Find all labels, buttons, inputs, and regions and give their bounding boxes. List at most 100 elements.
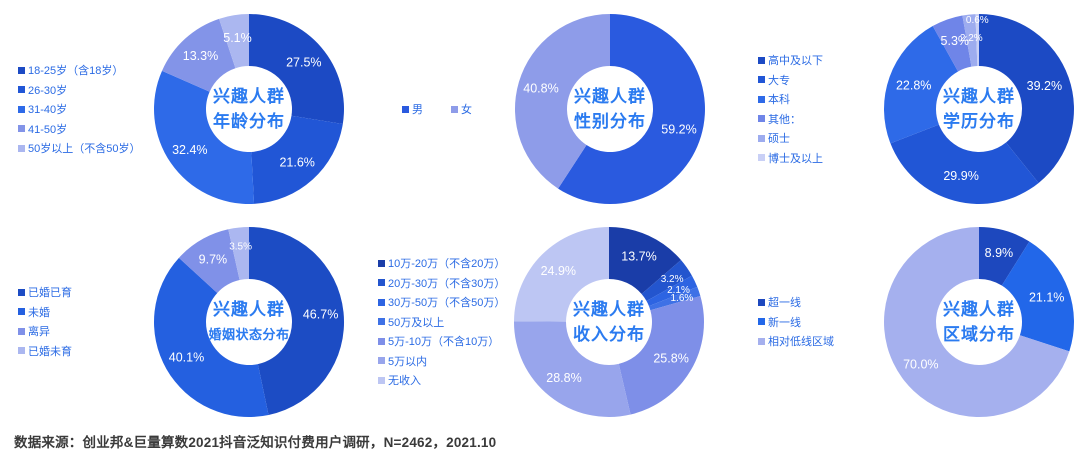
pie-slice-age-3 [162, 18, 236, 92]
gender-donut-chart: 59.2% 40.8% [514, 14, 705, 204]
legend-swatch [758, 56, 765, 64]
legend-age: 18-25岁（含18岁） 26-30岁 31-40岁 41-50岁 50岁以上（不含50… [0, 59, 140, 160]
legend-item-education-5: 博士及以上 [758, 150, 878, 166]
legend-item-age-2: 31-40岁 [18, 101, 138, 117]
legend-label: 新一线 [768, 316, 801, 329]
pie-slice-education-1 [890, 124, 1039, 204]
legend-item-marital-2: 离异 [18, 323, 138, 339]
legend-item-gender-0: 男 [402, 101, 423, 117]
data-source-note: 数据来源：创业邦&巨量算数2021抖音泛知识付费用户调研，N=2462，2021… [14, 435, 497, 450]
legend-region: 超一线新一线相对低线区域 [720, 291, 878, 353]
legend-label: 5万以内 [388, 355, 428, 368]
legend-label: 超一线 [768, 297, 801, 309]
pie-slice-education-3 [932, 15, 972, 72]
age-donut-chart: 27.5% 21.6% 32.4% 13.3% 5.1% [154, 14, 344, 204]
education-donut-chart: 39.2% 29.9% 22.8% 5.3%2.2% 0.6% [883, 14, 1074, 204]
slice-value-label: 40.8% [523, 82, 558, 96]
pie-slice-gender-0 [558, 14, 705, 204]
legend-swatch [378, 279, 385, 286]
legend-swatch [378, 357, 385, 364]
donut-marital: 46.7% 40.1% 9.7% 3.5% 兴趣人群 婚姻状态分布 [151, 224, 347, 420]
legend-label: 高中及以下 [768, 55, 823, 68]
legend-education: 高中及以下大专本科其他： 硕士博士及以上 [720, 49, 878, 170]
legend-label: 大专 [768, 74, 790, 87]
slice-value-label: 3.5% [229, 241, 252, 252]
slice-value-label: 21.6% [279, 156, 314, 170]
pie-slice-education-5 [975, 14, 979, 67]
legend-swatch [18, 308, 25, 316]
slice-value-label: 13.3% [183, 49, 218, 63]
slice-value-label: 22.8% [896, 79, 931, 93]
charts-grid: 18-25岁（含18岁） 26-30岁 31-40岁 41-50岁 50岁以上（不含50… [0, 0, 1080, 420]
pie-slice-income-2 [646, 275, 698, 306]
legend-swatch [758, 76, 765, 84]
slice-value-label: 9.7% [199, 252, 228, 266]
legend-swatch [758, 154, 765, 162]
pie-slice-region-2 [884, 226, 1070, 417]
legend-item-marital-0: 已婚已育 [18, 284, 138, 300]
legend-label: 26-30岁 [28, 84, 68, 97]
pie-slice-income-4 [618, 295, 705, 415]
legend-item-marital-1: 未婚 [18, 304, 138, 320]
legend-label: 其他： [768, 113, 801, 126]
slice-value-label: 25.8% [653, 351, 688, 365]
legend-item-income-1: 20万-30万（不含30万） [378, 275, 505, 291]
slice-value-label: 0.6% [966, 15, 989, 26]
legend-label: 10万-20万（不含20万） [388, 258, 506, 270]
legend-swatch [402, 105, 409, 113]
legend-item-education-0: 高中及以下 [758, 52, 878, 68]
legend-label: 已婚未育 [28, 345, 72, 358]
legend-swatch [758, 337, 765, 345]
pie-slice-gender-1 [514, 14, 610, 189]
slice-value-label: 32.4% [172, 143, 207, 157]
legend-item-age-0: 18-25岁（含18岁） [18, 62, 138, 78]
legend-item-education-4: 硕士 [758, 130, 878, 146]
donut-wrap-income: 13.7% 3.2% 2.1% 1.6% 25.8% 28.8% 24.9% 兴趣人群 收入… [498, 224, 720, 420]
donut-wrap-age: 27.5% 21.6% 32.4% 13.3% 5.1% 兴趣人群 年龄分布 [138, 11, 360, 207]
donut-wrap-gender: 59.2% 40.8% 兴趣人群 性别分布 [500, 11, 720, 207]
legend-gender: 男女 [360, 98, 500, 121]
pie-slice-income-5 [513, 320, 631, 417]
legend-item-education-2: 本科 [758, 91, 878, 107]
slice-value-label: 8.9% [985, 245, 1014, 259]
slice-value-label: 5.1% [223, 31, 252, 45]
legend-item-income-6: 无收入 [378, 372, 498, 388]
legend-swatch [18, 125, 25, 132]
legend-item-region-2: 相对低线区域 [758, 333, 878, 349]
legend-income: 10万-20万（不含20万） 20万-30万（不含30万） 30万-50万（不含50… [360, 252, 505, 392]
legend-label: 离异 [28, 326, 50, 339]
legend-item-income-0: 10万-20万（不含20万） [378, 255, 505, 271]
legend-item-region-1: 新一线 [758, 314, 878, 330]
legend-label: 20万-30万（不含30万） [388, 277, 506, 290]
donut-education: 39.2% 29.9% 22.8% 5.3% 2.2% 0.6% 兴趣人群 学历分布 [881, 11, 1077, 207]
legend-label: 未婚 [28, 306, 50, 319]
legend-item-income-3: 50万及以上 [378, 314, 498, 330]
legend-label: 50万及以上 [388, 316, 445, 329]
pie-slice-marital-1 [153, 257, 269, 417]
legend-label: 硕士 [768, 133, 790, 146]
legend-swatch [378, 259, 385, 267]
region-donut-chart: 8.9% 21.1% 70.0% [884, 226, 1075, 417]
legend-swatch [451, 105, 458, 113]
legend-swatch [18, 105, 25, 113]
legend-swatch [18, 347, 25, 355]
donut-gender: 59.2% 40.8% 兴趣人群 性别分布 [512, 11, 708, 207]
slice-value-label: 27.5% [286, 55, 321, 69]
slice-value-label: 70.0% [903, 357, 938, 371]
legend-item-income-2: 30万-50万（不含50万） [378, 294, 505, 310]
legend-item-income-4: 5万-10万（不含10万） [378, 333, 499, 349]
pie-slice-income-0 [609, 226, 681, 294]
legend-swatch [18, 66, 25, 74]
legend-label: 31-40岁 [28, 104, 68, 116]
legend-item-age-4: 50岁以上（不含50岁） [18, 140, 140, 156]
slice-value-label: 28.8% [546, 371, 581, 385]
slice-value-label: 46.7% [303, 307, 338, 321]
donut-region: 8.9% 21.1% 70.0% 兴趣人群 区域分布 [881, 224, 1077, 420]
legend-swatch [378, 376, 385, 384]
legend-swatch [18, 144, 25, 152]
legend-item-age-1: 26-30岁 [18, 82, 138, 98]
pie-slice-education-0 [979, 14, 1074, 183]
pie-slice-income-1 [641, 259, 692, 301]
chart-cell-education: 高中及以下大专本科其他： 硕士博士及以上 39.2% 29.9% 22.8% 5.3% 2… [720, 0, 1080, 218]
